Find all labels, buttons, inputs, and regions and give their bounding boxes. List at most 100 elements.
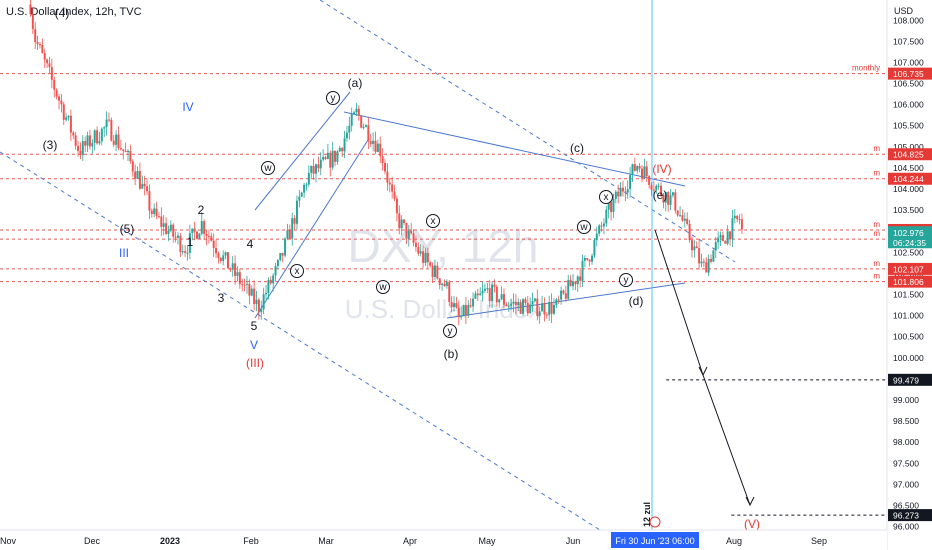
candle-body (319, 159, 322, 169)
candle-body (688, 223, 691, 241)
candle-body (714, 242, 717, 251)
candle-body (58, 96, 61, 101)
x-tick: Apr (403, 536, 417, 546)
wave-label-8: 4 (247, 237, 254, 251)
circled-label-ring (443, 324, 457, 338)
level-badge-label: 102.107 (893, 264, 924, 274)
candle-body (295, 200, 298, 224)
candle-body (412, 233, 415, 243)
candle-body (374, 140, 377, 152)
candle-body (629, 175, 632, 190)
candle-body (191, 228, 194, 234)
candle-body (31, 14, 34, 30)
candle-body (362, 126, 365, 128)
circled-label-ring (376, 280, 390, 294)
candle-body (317, 164, 320, 169)
candle-body (650, 184, 653, 190)
circled-label: x (604, 192, 609, 203)
candle-body (136, 171, 139, 179)
candle-body (169, 224, 172, 231)
candle-body (314, 164, 317, 174)
y-tick: 97.000 (893, 479, 919, 489)
candle-body (612, 199, 615, 212)
candle-body (486, 288, 489, 290)
candle-body (69, 115, 72, 133)
candle-body (652, 189, 655, 191)
candle-body (460, 315, 463, 318)
candle-body (150, 210, 153, 214)
candle-body (560, 290, 563, 300)
candle-body (303, 184, 306, 193)
circled-label: x (295, 266, 300, 277)
cursor-date-badge (611, 532, 699, 548)
candle-body (226, 252, 229, 269)
candle-body (193, 228, 196, 232)
candle-body (174, 236, 177, 238)
candle-body (338, 147, 341, 152)
candle-body (348, 125, 351, 133)
candle-body (671, 192, 674, 196)
target-badge (888, 373, 932, 386)
candle-body (655, 185, 658, 190)
candle-body (619, 187, 622, 197)
candle-body (705, 262, 708, 273)
candle-body (388, 182, 391, 185)
candle-body (583, 257, 586, 261)
currency-label: USD (894, 6, 914, 16)
candle-body (719, 235, 722, 238)
candle-body (567, 279, 570, 299)
x-tick: Aug (726, 536, 742, 546)
candle-body (257, 299, 260, 313)
candle-body (531, 301, 534, 305)
candle-body (284, 238, 287, 256)
circled-label: w (378, 282, 387, 293)
candle-body (424, 252, 427, 263)
triangle-line (254, 91, 351, 211)
candle-body (376, 143, 379, 152)
level-tag: m (873, 144, 880, 153)
candle-body (291, 218, 294, 239)
candle-body (322, 157, 325, 160)
candle-body (407, 230, 410, 239)
candle-body (265, 292, 268, 295)
candle-body (281, 253, 284, 256)
y-tick: 106.000 (893, 100, 924, 110)
candle-body (403, 219, 406, 223)
y-tick: 103.500 (893, 205, 924, 215)
candle-body (664, 192, 667, 203)
candle-body (74, 135, 77, 146)
candle-body (279, 253, 282, 261)
last-price-badge (888, 226, 932, 249)
candle-body (581, 260, 584, 281)
candle-body (731, 218, 734, 240)
candle-body (34, 29, 37, 43)
candle-body (117, 134, 120, 149)
candle-body (181, 251, 184, 253)
candle-body (736, 215, 739, 220)
candle-body (700, 261, 703, 264)
candle-body (119, 148, 122, 150)
candle-body (495, 286, 498, 303)
candle-body (600, 225, 603, 227)
candle-body (331, 150, 334, 168)
candle-body (417, 246, 420, 254)
candle-body (307, 172, 310, 185)
y-tick: 105.500 (893, 121, 924, 131)
candle-body (538, 311, 541, 316)
candle-body (436, 265, 439, 279)
y-tick: 100.000 (893, 353, 924, 363)
candle-body (529, 304, 532, 314)
target-badge-label: 99.479 (893, 375, 919, 385)
candle-body (353, 112, 356, 115)
x-tick: Jun (566, 536, 581, 546)
wave-label-17: (IV) (652, 162, 671, 176)
candle-body (679, 215, 682, 217)
circled-label: w (579, 222, 588, 233)
candle-body (269, 279, 272, 284)
candle-body (576, 276, 579, 285)
candle-body (305, 184, 308, 186)
candle-body (167, 230, 170, 234)
y-tick: 107.500 (893, 36, 924, 46)
candle-body (38, 44, 41, 46)
